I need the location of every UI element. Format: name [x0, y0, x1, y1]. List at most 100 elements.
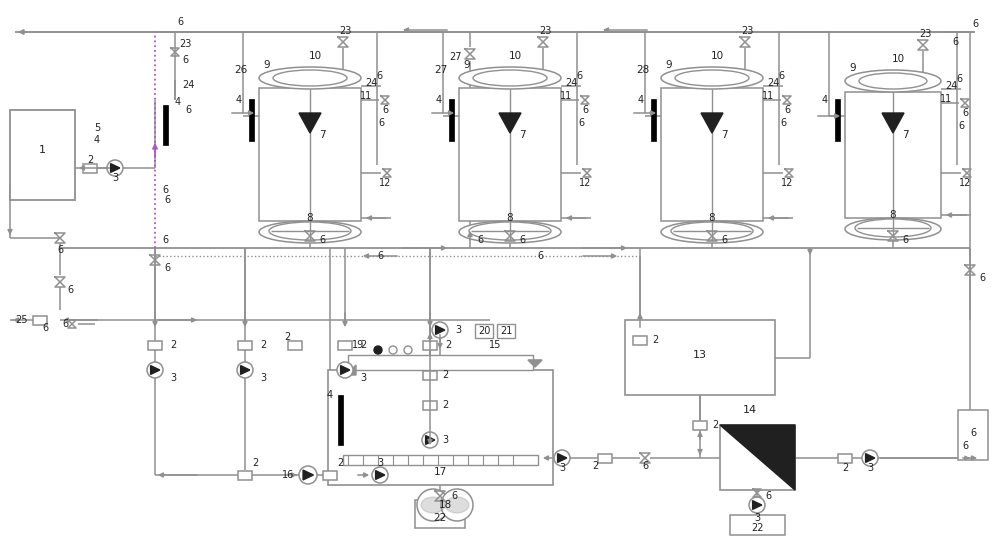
Ellipse shape [459, 221, 561, 243]
Text: 6: 6 [378, 118, 384, 128]
Text: 8: 8 [507, 213, 513, 223]
Ellipse shape [661, 67, 763, 89]
Circle shape [389, 346, 397, 354]
Text: 6: 6 [62, 319, 68, 329]
Circle shape [404, 346, 412, 354]
Text: 2: 2 [360, 340, 366, 350]
Polygon shape [421, 497, 445, 513]
Text: 2: 2 [252, 458, 258, 468]
Bar [323, 470, 337, 480]
Text: 24: 24 [945, 81, 957, 91]
Bar [423, 370, 437, 380]
Bar [958, 410, 988, 460]
Text: 2: 2 [592, 461, 598, 471]
Circle shape [862, 450, 878, 466]
Text: 11: 11 [560, 91, 572, 101]
Polygon shape [241, 366, 250, 374]
Text: 6: 6 [642, 461, 648, 471]
Text: 22: 22 [751, 523, 763, 533]
Text: 2: 2 [170, 340, 176, 350]
Text: 3: 3 [170, 373, 176, 383]
Text: 6: 6 [780, 118, 786, 128]
Bar [343, 455, 538, 465]
Text: 11: 11 [360, 91, 372, 101]
Text: 2: 2 [337, 458, 343, 468]
Ellipse shape [269, 222, 351, 240]
Text: 23: 23 [741, 26, 753, 36]
Polygon shape [499, 113, 521, 133]
Text: 25: 25 [16, 315, 28, 325]
Text: 6: 6 [958, 121, 964, 131]
Bar [625, 320, 775, 395]
Bar [328, 370, 553, 485]
Bar [248, 99, 254, 141]
Text: 6: 6 [164, 263, 170, 273]
Ellipse shape [859, 73, 927, 89]
Text: 27: 27 [434, 65, 448, 75]
Text: 3: 3 [377, 458, 383, 468]
Text: 24: 24 [365, 78, 377, 88]
Text: 6: 6 [582, 105, 588, 115]
Ellipse shape [473, 70, 547, 86]
Bar [693, 421, 707, 429]
Circle shape [417, 489, 449, 521]
Bar [338, 395, 342, 445]
Text: 14: 14 [743, 405, 757, 415]
Text: 8: 8 [709, 213, 715, 223]
Text: 4: 4 [94, 135, 100, 145]
Ellipse shape [469, 222, 551, 240]
Bar [33, 315, 47, 325]
Circle shape [374, 346, 382, 354]
Text: 10: 10 [891, 54, 905, 64]
Polygon shape [303, 470, 313, 480]
Ellipse shape [845, 70, 941, 92]
Ellipse shape [671, 222, 753, 240]
Polygon shape [882, 113, 904, 133]
Circle shape [337, 362, 353, 378]
Text: 2: 2 [652, 335, 658, 345]
Text: 2: 2 [260, 340, 266, 350]
Text: 6: 6 [376, 71, 382, 81]
Text: 9: 9 [464, 60, 470, 70]
Text: 23: 23 [179, 39, 191, 49]
Text: 6: 6 [979, 273, 985, 283]
Circle shape [372, 467, 388, 483]
Text: 17: 17 [433, 467, 447, 477]
Text: 6: 6 [721, 235, 727, 245]
Bar [598, 454, 612, 462]
Text: 6: 6 [962, 108, 968, 118]
Circle shape [107, 160, 123, 176]
Bar [730, 515, 785, 535]
Text: 4: 4 [822, 95, 828, 105]
Text: 6: 6 [182, 55, 188, 65]
Bar [288, 341, 302, 349]
Text: 4: 4 [236, 95, 242, 105]
Bar [259, 88, 361, 221]
Text: 12: 12 [959, 178, 971, 188]
Text: 6: 6 [778, 71, 784, 81]
Text: 21: 21 [500, 326, 512, 336]
Text: 6: 6 [451, 491, 457, 501]
Bar [720, 425, 795, 490]
Text: 3: 3 [559, 463, 565, 473]
Text: 24: 24 [182, 80, 194, 90]
Bar [633, 335, 647, 345]
Text: 7: 7 [902, 130, 908, 140]
Text: 3: 3 [112, 173, 118, 183]
Polygon shape [528, 360, 542, 367]
Text: 6: 6 [42, 323, 48, 333]
Text: 18: 18 [438, 500, 452, 510]
Polygon shape [426, 436, 435, 444]
Text: 12: 12 [579, 178, 591, 188]
Text: 3: 3 [442, 435, 448, 445]
Bar [162, 105, 168, 145]
Ellipse shape [845, 218, 941, 240]
Text: 26: 26 [234, 65, 248, 75]
Bar [415, 500, 465, 528]
Polygon shape [701, 113, 723, 133]
Ellipse shape [675, 70, 749, 86]
Ellipse shape [259, 67, 361, 89]
Bar [338, 341, 352, 349]
Text: 19: 19 [352, 340, 364, 350]
Text: 6: 6 [164, 195, 170, 205]
